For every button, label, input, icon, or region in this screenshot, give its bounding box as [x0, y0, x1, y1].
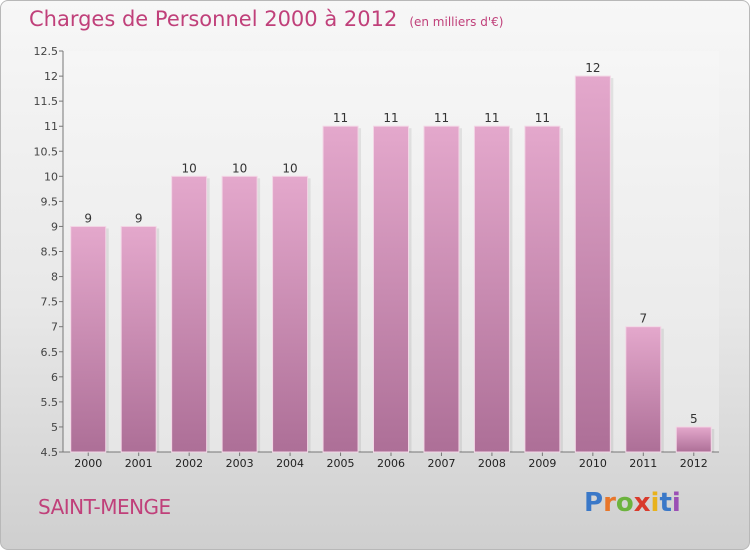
data-label: 9: [84, 211, 92, 225]
data-label: 7: [639, 312, 647, 326]
x-tick-label: 2007: [427, 457, 455, 470]
y-tick-label: 7.5: [41, 296, 59, 309]
bar: [120, 225, 157, 453]
y-tick-label: 9.5: [41, 195, 59, 208]
data-label: 5: [690, 412, 698, 426]
data-label: 11: [434, 111, 449, 125]
bar: [675, 426, 712, 453]
x-tick-label: 2001: [125, 457, 153, 470]
logo-letter: o: [615, 488, 634, 518]
logo-letter: t: [659, 488, 672, 518]
chart-title-line: Charges de Personnel 2000 à 2012 (en mill…: [29, 7, 503, 31]
bar: [423, 125, 460, 453]
data-label: 12: [585, 61, 600, 75]
x-tick-label: 2002: [175, 457, 203, 470]
y-tick-label: 9: [51, 220, 58, 233]
chart-title: Charges de Personnel 2000 à 2012: [29, 7, 398, 31]
x-tick-label: 2004: [276, 457, 304, 470]
x-tick-label: 2012: [680, 457, 708, 470]
bar: [373, 125, 409, 453]
logo-letter: P: [584, 488, 604, 518]
x-tick-label: 2005: [327, 457, 355, 470]
x-tick-label: 2000: [74, 457, 102, 470]
x-tick-label: 2010: [579, 457, 607, 470]
y-tick-label: 12: [44, 70, 58, 83]
bar: [322, 125, 359, 453]
data-label: 10: [282, 161, 297, 175]
data-label: 11: [484, 111, 499, 125]
logo-letter: i: [650, 488, 660, 518]
commune-name: SAINT-MENGE: [38, 495, 171, 519]
bar: [524, 125, 561, 453]
bar: [574, 75, 611, 453]
bar: [272, 175, 309, 453]
y-tick-label: 8.5: [41, 246, 59, 259]
bars: [70, 75, 715, 453]
y-tick-label: 12.5: [34, 45, 59, 58]
logo-letter: i: [671, 488, 681, 518]
bar: [171, 175, 208, 453]
y-tick-label: 8: [51, 271, 58, 284]
data-label: 11: [333, 111, 348, 125]
y-tick-label: 11.5: [34, 95, 59, 108]
bar: [473, 125, 510, 453]
data-label: 11: [383, 111, 398, 125]
x-tick-label: 2011: [629, 457, 657, 470]
bar: [221, 175, 258, 453]
y-tick-label: 11: [44, 120, 58, 133]
unit-note: (en milliers d'€): [409, 15, 504, 29]
data-labels: 9 9 10 10 10 11 11 11 11 11 12 7 5: [84, 61, 697, 426]
proxiti-logo: Proxiti: [584, 488, 681, 518]
x-tick-label: 2008: [478, 457, 506, 470]
logo-letter: x: [633, 488, 651, 518]
x-tick-label: 2006: [377, 457, 405, 470]
y-tick-label: 7: [51, 321, 58, 334]
x-tick-label: 2003: [226, 457, 254, 470]
y-tick-label: 6: [51, 371, 58, 384]
y-tick-label: 5.5: [41, 396, 59, 409]
logo-letter: r: [603, 488, 616, 518]
bar: [70, 225, 107, 453]
y-tick-label: 10: [44, 170, 58, 183]
y-tick-label: 5: [51, 421, 58, 434]
y-tick-label: 4.5: [41, 446, 59, 459]
data-label: 9: [135, 211, 143, 225]
x-tick-label: 2009: [528, 457, 556, 470]
y-tick-label: 10.5: [34, 145, 59, 158]
data-label: 10: [232, 161, 247, 175]
data-label: 10: [182, 161, 197, 175]
y-tick-label: 6.5: [41, 346, 59, 359]
data-label: 11: [535, 111, 550, 125]
bar: [625, 326, 662, 453]
